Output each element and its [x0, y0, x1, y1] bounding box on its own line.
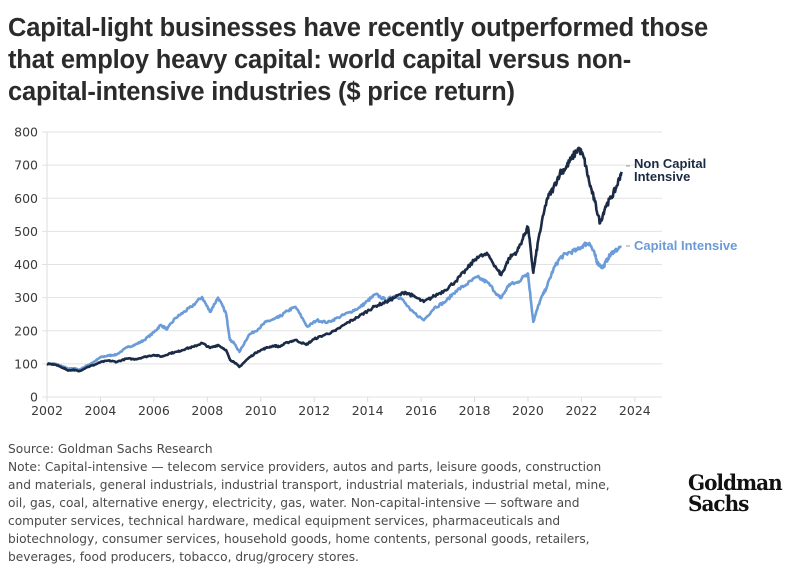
legend-label-non-capital-intensive-2: Intensive	[634, 169, 690, 184]
y-tick-label: 500	[14, 224, 38, 239]
logo-line-2: Sachs	[688, 490, 749, 517]
footer: Source: Goldman Sachs Research Note: Cap…	[8, 440, 678, 566]
chart-title-line-3: capital-intensive industries ($ price re…	[8, 78, 515, 106]
source-text: Source: Goldman Sachs Research	[8, 442, 213, 456]
y-tick-label: 100	[14, 356, 38, 371]
note-line-1: Note: Capital-intensive — telecom servic…	[8, 460, 602, 474]
x-tick-label: 2024	[619, 403, 651, 418]
x-tick-label: 2018	[459, 403, 491, 418]
legend: Non Capital Intensive Capital Intensive	[626, 156, 737, 253]
y-axis: 0 100 200 300 400 500 600 700 800	[14, 125, 38, 405]
y-tick-label: 200	[14, 323, 38, 338]
note-line-6: beverages, food producers, tobacco, drug…	[8, 550, 359, 564]
chart-title: Capital-light businesses have recently o…	[8, 12, 788, 108]
x-tick-label: 2020	[512, 403, 544, 418]
x-tick-label: 2002	[31, 403, 63, 418]
y-tick-label: 400	[14, 257, 38, 272]
y-tick-label: 0	[30, 390, 38, 405]
legend-label-non-capital-intensive-1: Non Capital	[634, 156, 706, 171]
goldman-sachs-logo: Goldman Sachs	[688, 469, 783, 517]
x-tick-label: 2014	[352, 403, 384, 418]
x-tick-label: 2008	[191, 403, 223, 418]
y-tick-label: 600	[14, 191, 38, 206]
chart-title-line-1: Capital-light businesses have recently o…	[8, 14, 708, 42]
legend-label-capital-intensive: Capital Intensive	[634, 238, 737, 253]
x-tick-label: 2010	[245, 403, 277, 418]
x-tick-label: 2016	[405, 403, 437, 418]
note-line-2: and materials, general industrials, indu…	[8, 478, 610, 492]
y-tick-label: 700	[14, 158, 38, 173]
x-tick-label: 2004	[85, 403, 117, 418]
x-axis: 2002 2004 2006 2008 2010 2012 2014 2016 2018 2020…	[31, 397, 651, 418]
y-tick-label: 800	[14, 125, 38, 140]
x-tick-label: 2006	[138, 403, 170, 418]
x-tick-label: 2022	[565, 403, 597, 418]
chart-title-line-2: that employ heavy capital: world capital…	[8, 46, 632, 74]
series-line-capital-intensive	[46, 241, 622, 372]
y-tick-label: 300	[14, 290, 38, 305]
note-line-3: oil, gas, coal, alternative energy, elec…	[8, 496, 580, 510]
logo-line-1: Goldman	[688, 469, 783, 496]
note-line-4: computer services, technical hardware, m…	[8, 514, 561, 528]
note-line-5: biotechnology, consumer services, househ…	[8, 532, 590, 546]
series-lines	[46, 146, 623, 373]
series-line-non-capital-intensive	[46, 146, 623, 373]
gridlines	[42, 131, 662, 398]
x-tick-label: 2012	[298, 403, 330, 418]
